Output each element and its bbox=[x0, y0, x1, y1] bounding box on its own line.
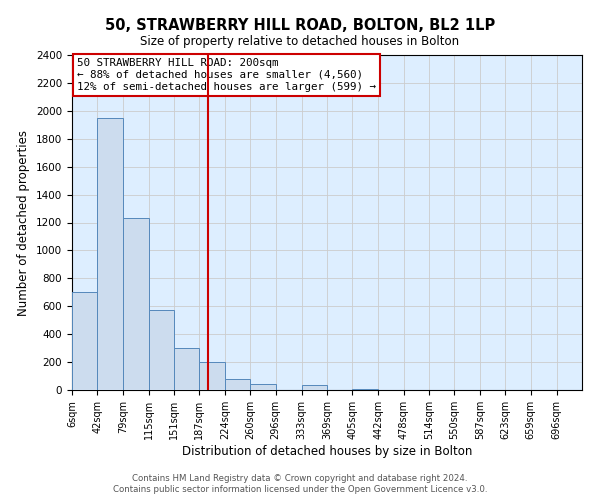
Text: Contains HM Land Registry data © Crown copyright and database right 2024.: Contains HM Land Registry data © Crown c… bbox=[132, 474, 468, 483]
Bar bbox=[72, 292, 97, 390]
Bar bbox=[352, 388, 378, 390]
Text: 50 STRAWBERRY HILL ROAD: 200sqm
← 88% of detached houses are smaller (4,560)
12%: 50 STRAWBERRY HILL ROAD: 200sqm ← 88% of… bbox=[77, 58, 376, 92]
Bar bbox=[199, 362, 225, 390]
Text: Contains public sector information licensed under the Open Government Licence v3: Contains public sector information licen… bbox=[113, 485, 487, 494]
Text: Size of property relative to detached houses in Bolton: Size of property relative to detached ho… bbox=[140, 35, 460, 48]
Bar bbox=[302, 385, 327, 390]
Bar bbox=[225, 379, 250, 390]
Bar bbox=[174, 348, 199, 390]
Bar bbox=[250, 384, 276, 390]
Bar bbox=[123, 218, 149, 390]
Text: 50, STRAWBERRY HILL ROAD, BOLTON, BL2 1LP: 50, STRAWBERRY HILL ROAD, BOLTON, BL2 1L… bbox=[105, 18, 495, 32]
Bar bbox=[97, 118, 123, 390]
Bar bbox=[149, 310, 174, 390]
X-axis label: Distribution of detached houses by size in Bolton: Distribution of detached houses by size … bbox=[182, 444, 472, 458]
Y-axis label: Number of detached properties: Number of detached properties bbox=[17, 130, 31, 316]
